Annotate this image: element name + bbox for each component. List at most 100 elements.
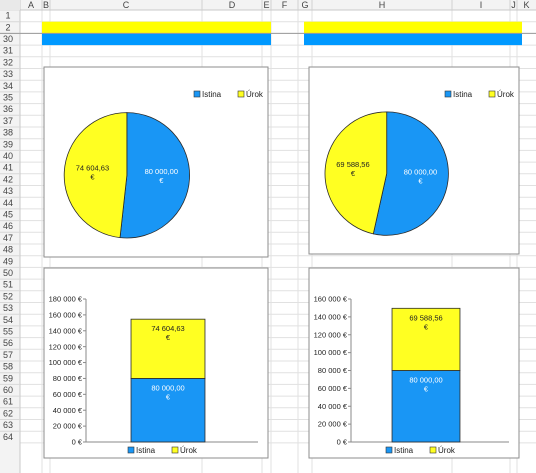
column-header-b[interactable]: B: [43, 0, 49, 10]
row-header-46[interactable]: 46: [3, 221, 13, 231]
legend-swatch: [237, 90, 245, 98]
row-header-35[interactable]: 35: [3, 93, 13, 103]
row-header-34[interactable]: 34: [3, 81, 13, 91]
legend-label: Úrok: [246, 90, 264, 99]
row-header-59[interactable]: 59: [3, 373, 13, 383]
blue-band-right[interactable]: [304, 33, 522, 46]
bar-segment[interactable]: [130, 318, 206, 379]
legend-swatch: [444, 90, 452, 98]
row-header-50[interactable]: 50: [3, 268, 13, 278]
row-header-44[interactable]: 44: [3, 198, 13, 208]
column-header-h[interactable]: H: [379, 0, 386, 10]
row-header-36[interactable]: 36: [3, 104, 13, 114]
pie-chart-1[interactable]: 80 000,00 € 74 604,63 € Istina Úrok: [43, 66, 269, 258]
legend-swatch: [429, 446, 437, 454]
row-header-52[interactable]: 52: [3, 291, 13, 301]
yellow-band-right[interactable]: [304, 21, 522, 34]
bar-segment[interactable]: [391, 370, 461, 443]
column-header-e[interactable]: E: [263, 0, 269, 10]
column-header-f[interactable]: F: [282, 0, 288, 10]
pie-slice[interactable]: [324, 111, 388, 235]
y-tick-label: 40 000 €: [318, 402, 348, 411]
y-tick-label: 140 000 €: [314, 312, 348, 321]
y-tick-label: 40 000 €: [53, 406, 83, 415]
pie-slice[interactable]: [63, 112, 128, 239]
bar-segment[interactable]: [130, 378, 206, 443]
row-header-60[interactable]: 60: [3, 385, 13, 395]
row-header-56[interactable]: 56: [3, 338, 13, 348]
row-headers[interactable]: 1230313233343536373839404142434445464748…: [0, 0, 21, 473]
row-header-38[interactable]: 38: [3, 128, 13, 138]
column-header-d[interactable]: D: [229, 0, 236, 10]
yellow-band-left[interactable]: [42, 21, 271, 34]
row-header-2[interactable]: 2: [5, 22, 10, 32]
row-header-62[interactable]: 62: [3, 408, 13, 418]
data-label: 69 588,56 €: [336, 160, 369, 178]
row-header-53[interactable]: 53: [3, 303, 13, 313]
stacked-bar-chart-4[interactable]: 0 € 20 000 € 40 000 € 60 000 € 80 000 € 100 0…: [308, 267, 520, 459]
row-header-30[interactable]: 30: [3, 34, 13, 44]
row-header-54[interactable]: 54: [3, 315, 13, 325]
column-header-c[interactable]: C: [123, 0, 130, 10]
row-header-43[interactable]: 43: [3, 186, 13, 196]
row-header-42[interactable]: 42: [3, 174, 13, 184]
row-header-61[interactable]: 61: [3, 397, 13, 407]
row-header-32[interactable]: 32: [3, 57, 13, 67]
row-header-58[interactable]: 58: [3, 362, 13, 372]
legend-label: Úrok: [180, 446, 198, 455]
legend-swatch: [488, 90, 496, 98]
column-header-a[interactable]: A: [28, 0, 34, 10]
y-tick-label: 60 000 €: [318, 384, 348, 393]
legend-swatch: [385, 446, 393, 454]
row-header-33[interactable]: 33: [3, 69, 13, 79]
data-label: 80 000,00 €: [409, 376, 442, 394]
row-header-51[interactable]: 51: [3, 280, 13, 290]
pie-slice[interactable]: [372, 111, 449, 236]
y-tick-label: 180 000 €: [49, 295, 83, 304]
legend-swatch: [171, 446, 179, 454]
data-label: 74 604,63 €: [76, 163, 109, 181]
column-header-i[interactable]: I: [480, 0, 483, 10]
y-tick-label: 100 000 €: [314, 348, 348, 357]
row-header-63[interactable]: 63: [3, 420, 13, 430]
row-header-41[interactable]: 41: [3, 163, 13, 173]
legend-label: Istina: [136, 446, 156, 455]
y-tick-label: 140 000 €: [49, 326, 83, 335]
legend-label: Istina: [394, 446, 414, 455]
stacked-bar-chart-3[interactable]: 0 € 20 000 € 40 000 € 60 000 € 80 000 € 100 0…: [43, 267, 269, 459]
row-header-64[interactable]: 64: [3, 432, 13, 442]
column-header-k[interactable]: K: [523, 0, 529, 10]
row-header-40[interactable]: 40: [3, 151, 13, 161]
y-tick-label: 80 000 €: [53, 374, 83, 383]
y-tick-label: 120 000 €: [49, 342, 83, 351]
legend-label: Úrok: [497, 90, 515, 99]
y-tick-label: 120 000 €: [314, 330, 348, 339]
data-label: 74 604,63 €: [151, 324, 184, 342]
row-header-31[interactable]: 31: [3, 46, 13, 56]
y-tick-label: 60 000 €: [53, 390, 83, 399]
row-header-55[interactable]: 55: [3, 327, 13, 337]
legend-label: Úrok: [438, 446, 456, 455]
y-tick-label: 0 €: [337, 438, 348, 447]
row-header-49[interactable]: 49: [3, 256, 13, 266]
row-header-1[interactable]: 1: [5, 11, 10, 21]
legend-swatch: [193, 90, 201, 98]
legend-label: Istina: [453, 90, 473, 99]
select-all-corner[interactable]: [0, 0, 20, 10]
y-tick-label: 20 000 €: [53, 422, 83, 431]
pie-slice[interactable]: [119, 112, 190, 239]
row-header-48[interactable]: 48: [3, 245, 13, 255]
row-header-57[interactable]: 57: [3, 350, 13, 360]
column-header-g[interactable]: G: [301, 0, 308, 10]
row-header-47[interactable]: 47: [3, 233, 13, 243]
row-header-45[interactable]: 45: [3, 210, 13, 220]
data-label: 80 000,00 €: [145, 167, 178, 185]
row-header-39[interactable]: 39: [3, 139, 13, 149]
pie-chart-2[interactable]: 80 000,00 € 69 588,56 € Istina Úrok: [308, 66, 520, 255]
blue-band-left[interactable]: [42, 33, 271, 46]
row-header-37[interactable]: 37: [3, 116, 13, 126]
bar-segment[interactable]: [391, 307, 461, 371]
column-header-j[interactable]: J: [511, 0, 516, 10]
